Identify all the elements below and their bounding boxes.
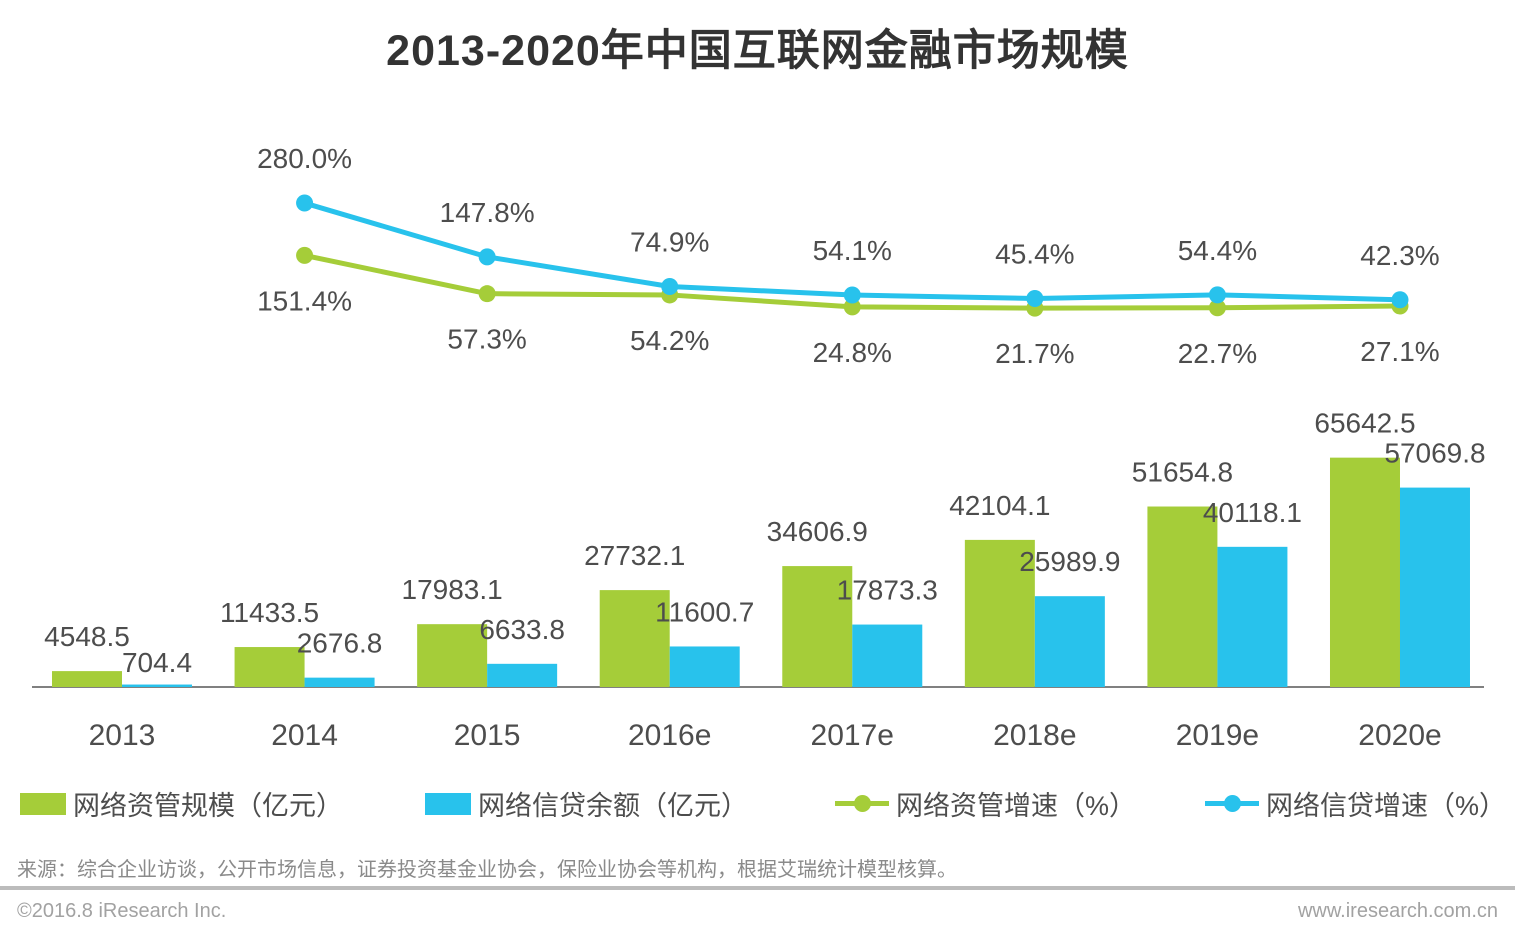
pct-label: 57.3% <box>447 324 526 355</box>
bar <box>52 671 122 687</box>
bar <box>487 663 558 687</box>
bar <box>122 684 192 687</box>
bar <box>852 624 923 687</box>
legend-bar-swatch-icon <box>425 792 471 815</box>
source-note: 来源：综合企业访谈，公开市场信息，证券投资基金业协会，保险业协会等机构，根据艾瑞… <box>17 859 957 881</box>
legend-bar-swatch-icon <box>20 792 66 815</box>
bar-value-label: 11600.7 <box>655 596 754 627</box>
pct-label: 45.4% <box>995 239 1074 270</box>
line-dot <box>661 278 679 296</box>
x-axis-label: 2019e <box>1176 719 1259 752</box>
legend: 网络资管规模（亿元） 网络信贷余额（亿元） 网络资管增速（%） 网络信贷增速（%） <box>0 784 1515 826</box>
legend-item: 网络信贷余额（亿元） <box>425 784 748 823</box>
x-axis-label: 2016e <box>628 719 711 752</box>
bar-value-label: 11433.5 <box>220 597 319 628</box>
legend-label: 网络资管增速（%） <box>896 791 1137 821</box>
pct-label: 147.8% <box>440 197 535 228</box>
line-dot <box>296 246 314 264</box>
legend-item: 网络资管增速（%） <box>835 784 1136 823</box>
bar <box>1034 596 1105 687</box>
website-url: www.iresearch.com.cn <box>1297 900 1498 922</box>
line-dot <box>843 286 861 304</box>
bar <box>782 566 853 687</box>
pct-label: 280.0% <box>257 143 352 174</box>
bar <box>1147 506 1218 687</box>
pct-label: 54.4% <box>1178 235 1257 266</box>
bar-value-label: 4548.5 <box>44 621 130 652</box>
bar-value-label: 51654.8 <box>1132 457 1233 488</box>
line-dot <box>1208 286 1226 304</box>
bar-value-label: 2676.8 <box>297 628 383 659</box>
bar-value-label: 40118.1 <box>1203 497 1302 528</box>
legend-line-swatch-icon <box>1205 792 1259 815</box>
line-dot <box>1391 291 1409 309</box>
line-dot <box>478 248 496 266</box>
page-title: 2013-2020年中国互联网金融市场规模 <box>386 27 1129 75</box>
x-axis-label: 2020e <box>1358 719 1441 752</box>
pct-label: 151.4% <box>257 285 352 316</box>
line-dot <box>478 285 496 303</box>
line-dot <box>843 298 861 316</box>
legend-item: 网络资管规模（亿元） <box>20 784 343 823</box>
bar <box>304 677 375 687</box>
legend-line-dot <box>1224 795 1241 812</box>
bar <box>669 646 740 687</box>
x-axis-label: 2015 <box>454 719 521 752</box>
bar-value-label: 25989.9 <box>1019 546 1120 577</box>
line-dot <box>1026 290 1044 308</box>
pct-label: 54.2% <box>630 325 709 356</box>
bar <box>234 647 305 687</box>
bar <box>1217 546 1288 687</box>
chart-area: 2013 2014 2015 2016e 2017e 2018e 2019e 2020e 454… <box>32 143 1486 752</box>
pct-label: 24.8% <box>813 337 892 368</box>
bar <box>417 624 488 687</box>
bar-value-label: 17873.3 <box>837 575 938 606</box>
legend-line-swatch-icon <box>835 792 889 815</box>
legend-item: 网络信贷增速（%） <box>1205 784 1506 823</box>
bar-value-label: 704.4 <box>122 647 192 678</box>
pct-label: 42.3% <box>1360 240 1439 271</box>
x-axis-label: 2018e <box>993 719 1076 752</box>
bar <box>964 539 1035 687</box>
bar-value-label: 34606.9 <box>767 516 868 547</box>
pct-label: 22.7% <box>1178 338 1257 369</box>
pct-label: 21.7% <box>995 338 1074 369</box>
pct-label: 74.9% <box>630 227 709 258</box>
bar-value-label: 6633.8 <box>479 614 565 645</box>
legend-label: 网络资管规模（亿元） <box>73 791 343 821</box>
legend-label: 网络信贷增速（%） <box>1266 791 1507 821</box>
legend-line-dot <box>854 795 871 812</box>
bar <box>599 590 670 687</box>
bar-value-label: 27732.1 <box>584 540 685 571</box>
bar-value-label: 65642.5 <box>1314 408 1415 439</box>
x-axis-label: 2017e <box>811 719 894 752</box>
bar-value-label: 57069.8 <box>1384 438 1485 469</box>
line-dot <box>296 194 314 212</box>
pct-label: 27.1% <box>1360 336 1439 367</box>
legend-label: 网络信贷余额（亿元） <box>478 791 748 821</box>
bar <box>1329 457 1400 687</box>
x-axis-label: 2014 <box>271 719 338 752</box>
pct-label: 54.1% <box>813 235 892 266</box>
bar-value-label: 42104.1 <box>949 490 1050 521</box>
line-dot <box>1208 299 1226 317</box>
bar <box>1399 487 1470 687</box>
x-axis-label: 2013 <box>89 719 156 752</box>
copyright-text: ©2016.8 iResearch Inc. <box>17 900 227 922</box>
footer-divider <box>0 886 1515 890</box>
bar-value-label: 17983.1 <box>402 574 503 605</box>
